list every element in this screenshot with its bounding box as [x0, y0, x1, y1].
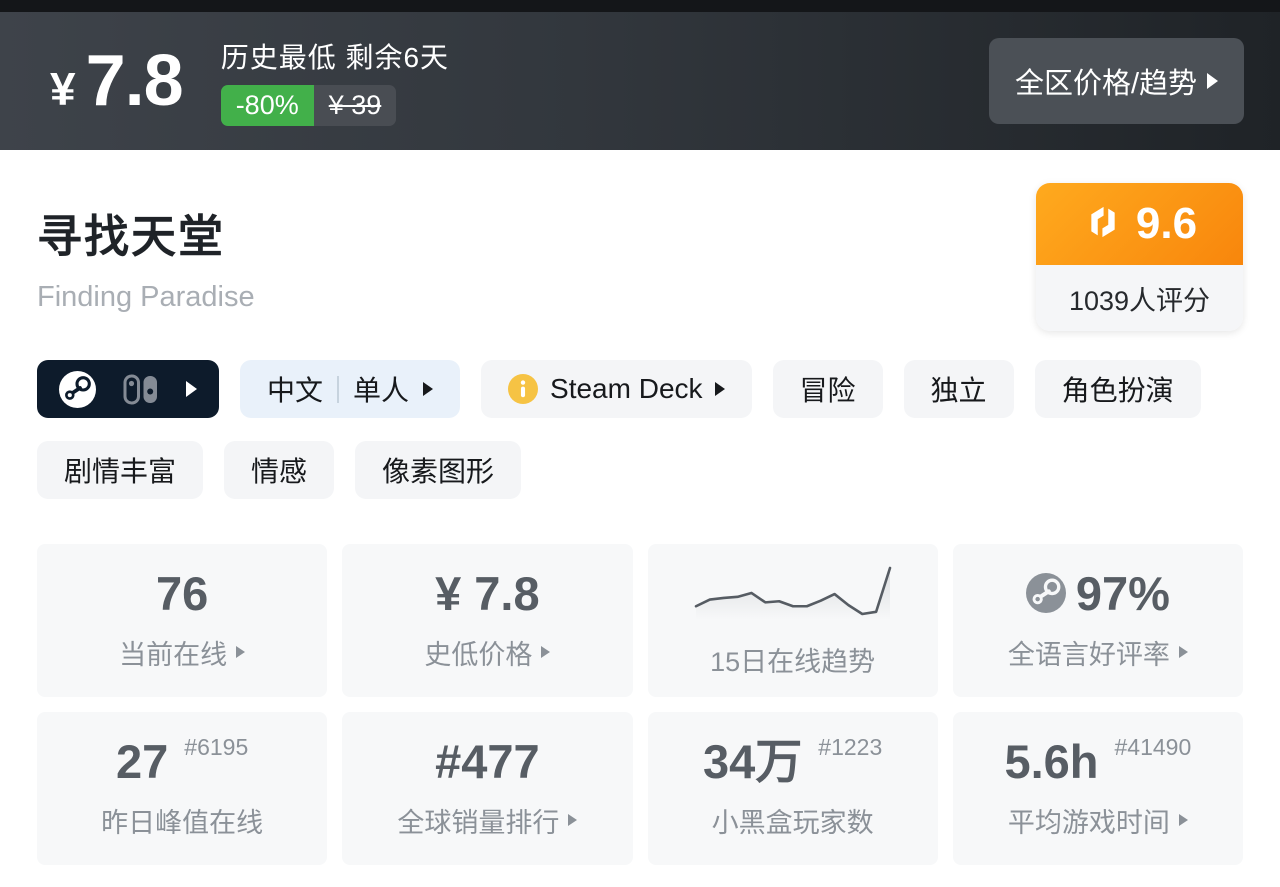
stat-label: 小黑盒玩家数	[712, 801, 874, 840]
original-price: ¥ 39	[314, 85, 397, 126]
chevron-right-icon	[568, 814, 577, 826]
discount-row: -80% ¥ 39	[221, 85, 397, 126]
chevron-right-icon	[186, 381, 197, 397]
steam-deck-pill[interactable]: Steam Deck	[481, 360, 752, 418]
platform-pill[interactable]	[37, 360, 219, 418]
steam-icon	[59, 371, 96, 408]
top-strip	[0, 0, 1280, 12]
stat-card-average-playtime[interactable]: 5.6h #41490 平均游戏时间	[953, 712, 1243, 865]
heybox-logo-icon	[1082, 201, 1124, 248]
currency-symbol: ¥	[50, 62, 76, 116]
stat-label: 全球销量排行	[397, 801, 559, 840]
language-label: 中文	[267, 369, 323, 409]
genre-tag[interactable]: 独立	[904, 360, 1014, 418]
stat-label: 当前在线	[119, 633, 227, 672]
tag-row-2: 剧情丰富情感像素图形	[37, 441, 1243, 499]
stat-value: #477	[435, 738, 540, 785]
stat-card-positive-rating[interactable]: 97% 全语言好评率	[953, 544, 1243, 697]
stats-grid: 76 当前在线 ¥ 7.8 史低价格 15日在线趋势	[37, 544, 1243, 865]
stat-card-online-trend[interactable]: 15日在线趋势	[648, 544, 938, 697]
stat-label: 史低价格	[424, 633, 532, 672]
stat-value: ¥ 7.8	[435, 570, 540, 617]
game-detail-page: ¥ 7.8 历史最低 剩余6天 -80% ¥ 39 全区价格/趋势 寻找天堂 F…	[0, 0, 1280, 887]
genre-tag[interactable]: 角色扮演	[1035, 360, 1201, 418]
steam-deck-label: Steam Deck	[550, 373, 703, 405]
rating-score: 9.6	[1136, 199, 1197, 249]
divider	[337, 376, 339, 403]
chevron-right-icon	[1179, 646, 1188, 658]
ratings-count: 1039人评分	[1036, 265, 1243, 331]
tag-row-1: 中文 单人 Steam Deck 冒险独立角色扮演	[37, 360, 1243, 418]
current-price: ¥ 7.8	[50, 40, 183, 122]
stat-card-heybox-players[interactable]: 34万 #1223 小黑盒玩家数	[648, 712, 938, 865]
genre-tag[interactable]: 剧情丰富	[37, 441, 203, 499]
genre-tag[interactable]: 像素图形	[355, 441, 521, 499]
stat-rank: #6195	[184, 734, 248, 761]
chevron-right-icon	[423, 382, 433, 396]
stat-label: 平均游戏时间	[1008, 801, 1170, 840]
genre-tag[interactable]: 冒险	[773, 360, 883, 418]
discount-badge: -80%	[221, 85, 314, 126]
region-price-trend-label: 全区价格/趋势	[1015, 60, 1197, 102]
stat-rank: #41490	[1115, 734, 1192, 761]
tag-section: 中文 单人 Steam Deck 冒险独立角色扮演	[37, 360, 1243, 499]
genre-tag[interactable]: 情感	[224, 441, 334, 499]
stat-label: 15日在线趋势	[710, 640, 875, 679]
stat-card-historic-low-price[interactable]: ¥ 7.8 史低价格	[342, 544, 632, 697]
stat-card-yesterday-peak[interactable]: 27 #6195 昨日峰值在线	[37, 712, 327, 865]
players-label: 单人	[353, 369, 409, 409]
stat-value: 27	[116, 738, 168, 785]
stat-label: 昨日峰值在线	[101, 801, 263, 840]
info-icon	[508, 374, 538, 404]
chevron-right-icon	[715, 382, 725, 396]
deal-status-text: 历史最低 剩余6天	[221, 36, 449, 76]
region-price-trend-button[interactable]: 全区价格/趋势	[989, 38, 1244, 124]
nintendo-switch-icon	[123, 374, 159, 405]
stat-card-global-sales-rank[interactable]: #477 全球销量排行	[342, 712, 632, 865]
stat-value: 5.6h	[1004, 738, 1098, 785]
chevron-right-icon	[1207, 73, 1218, 89]
stat-value: 97%	[1076, 570, 1170, 617]
language-players-pill[interactable]: 中文 单人	[240, 360, 460, 418]
steam-icon	[1026, 573, 1066, 613]
stat-card-current-online[interactable]: 76 当前在线	[37, 544, 327, 697]
stat-rank: #1223	[818, 734, 882, 761]
chevron-right-icon	[541, 646, 550, 658]
stat-value: 76	[156, 570, 208, 617]
chevron-right-icon	[236, 646, 245, 658]
stat-label: 全语言好评率	[1008, 633, 1170, 672]
deal-info: 历史最低 剩余6天 -80% ¥ 39	[221, 36, 449, 126]
price-value: 7.8	[86, 40, 183, 122]
rating-badge-top: 9.6	[1036, 183, 1243, 265]
rating-badge[interactable]: 9.6 1039人评分	[1036, 183, 1243, 331]
chevron-right-icon	[1179, 814, 1188, 826]
price-header: ¥ 7.8 历史最低 剩余6天 -80% ¥ 39 全区价格/趋势	[0, 12, 1280, 150]
online-trend-sparkline	[688, 562, 898, 624]
stat-value: 34万	[703, 738, 802, 785]
